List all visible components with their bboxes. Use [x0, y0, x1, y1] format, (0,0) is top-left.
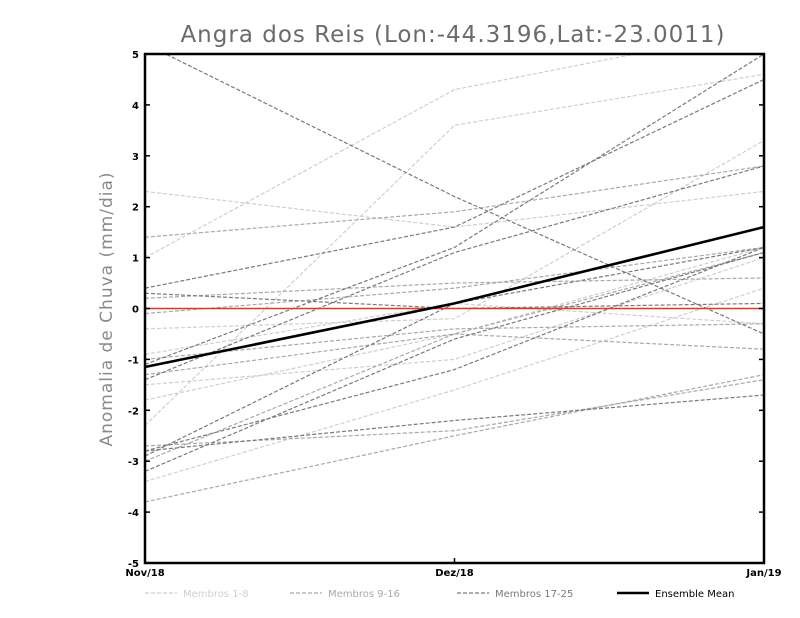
y-tick-label: -1 — [128, 355, 139, 366]
legend-label: Ensemble Mean — [655, 589, 734, 600]
series-line-member-12 — [145, 323, 764, 360]
legend-label: Membros 1-8 — [183, 589, 249, 600]
legend: Membros 1-8 Membros 9-16 Membros 17-25 Ense… — [145, 589, 734, 600]
y-tick-label: -3 — [128, 457, 139, 468]
series-line-member-3 — [145, 140, 764, 330]
y-tick-label: -5 — [128, 559, 139, 570]
series-layer — [145, 54, 764, 503]
x-tick-label: Jan/19 — [745, 568, 781, 579]
series-line-member-4 — [145, 246, 764, 401]
series-line-member-19 — [145, 165, 764, 381]
series-line-member-11 — [145, 246, 764, 315]
chart-title: Angra dos Reis (Lon:-44.3196,Lat:-23.001… — [180, 22, 725, 48]
series-line-member-23 — [145, 394, 764, 452]
legend-label: Membros 9-16 — [328, 589, 400, 600]
x-tick-label: Dez/18 — [435, 568, 474, 579]
series-line-member-8 — [145, 257, 764, 386]
series-line-member-13 — [145, 374, 764, 503]
series-line-member-20 — [145, 54, 764, 366]
tick-layer: -5 -4 -3 -2 -1 0 1 2 3 4 5 Nov/18 Dez/18 Jan/19 — [125, 50, 781, 579]
series-line-member-18 — [145, 78, 764, 289]
series-line-member-21 — [145, 246, 764, 452]
legend-label: Membros 17-25 — [495, 589, 573, 600]
series-line-member-15 — [145, 251, 764, 462]
y-tick-label: 2 — [132, 203, 139, 214]
series-line-member-10 — [145, 277, 764, 299]
y-tick-label: 5 — [132, 50, 139, 61]
series-line-member-1 — [145, 190, 764, 228]
series-line-member-14 — [145, 379, 764, 447]
series-line-member-2 — [145, 54, 639, 259]
ensemble-mean-layer — [144, 225, 765, 369]
x-tick-label: Nov/18 — [125, 568, 164, 579]
series-line-member-16 — [145, 333, 764, 376]
y-tick-label: -2 — [128, 406, 139, 417]
y-tick-label: 0 — [132, 305, 139, 316]
y-tick-label: -4 — [128, 508, 139, 519]
y-tick-label: 4 — [132, 101, 139, 112]
series-line-member-9 — [145, 165, 764, 238]
y-tick-label: 1 — [132, 254, 139, 265]
ensemble-mean-line — [144, 225, 765, 369]
y-axis-label: Anomalia de Chuva (mm/dia) — [97, 171, 117, 446]
series-line-member-24 — [145, 251, 764, 472]
y-tick-label: 3 — [132, 152, 139, 163]
series-line-member-17 — [164, 54, 764, 335]
